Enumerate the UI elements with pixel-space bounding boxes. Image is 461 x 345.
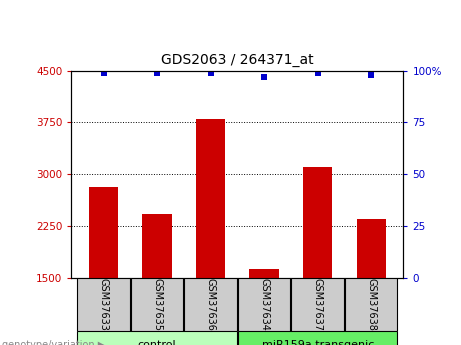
- Bar: [77, 278, 130, 331]
- Text: GSM37636: GSM37636: [206, 278, 216, 331]
- Text: genotype/variation ▶: genotype/variation ▶: [2, 340, 106, 345]
- Point: [367, 72, 375, 78]
- Bar: [196, 119, 225, 278]
- Bar: [238, 278, 290, 331]
- Point: [207, 70, 214, 76]
- Bar: [89, 187, 118, 278]
- Bar: [345, 278, 397, 331]
- Title: GDS2063 / 264371_at: GDS2063 / 264371_at: [161, 53, 314, 67]
- Bar: [184, 278, 237, 331]
- Text: control: control: [138, 340, 177, 345]
- Text: miR159a transgenic: miR159a transgenic: [261, 340, 374, 345]
- Text: GSM37637: GSM37637: [313, 278, 323, 331]
- Bar: [142, 214, 172, 278]
- Point: [154, 70, 161, 76]
- Bar: [249, 269, 279, 278]
- Point: [260, 74, 268, 80]
- Text: GSM37638: GSM37638: [366, 278, 376, 331]
- Point: [314, 70, 321, 76]
- Bar: [291, 278, 344, 331]
- Bar: [303, 167, 332, 278]
- Text: GSM37635: GSM37635: [152, 278, 162, 331]
- Bar: [77, 331, 237, 345]
- Text: GSM37633: GSM37633: [99, 278, 109, 331]
- Point: [100, 70, 107, 76]
- Bar: [238, 331, 397, 345]
- Bar: [131, 278, 183, 331]
- Bar: [356, 219, 386, 278]
- Text: GSM37634: GSM37634: [259, 278, 269, 331]
